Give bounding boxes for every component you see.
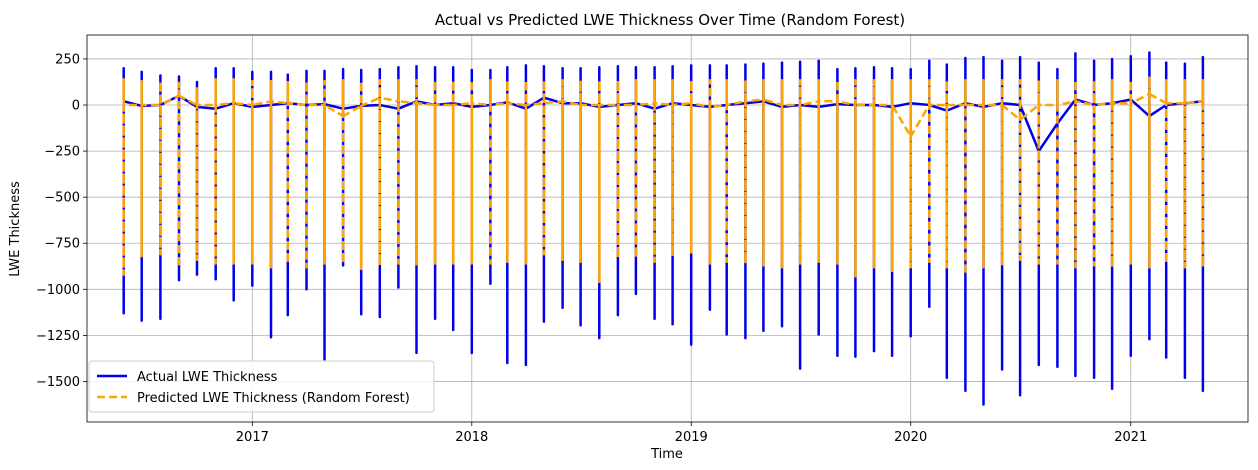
series-layer — [122, 51, 1205, 406]
y-tick-label: −1250 — [36, 329, 80, 344]
y-tick-label: −500 — [44, 191, 80, 206]
x-axis-title: Time — [650, 447, 683, 462]
y-tick-label: −750 — [44, 237, 80, 252]
chart-title: Actual vs Predicted LWE Thickness Over T… — [435, 11, 905, 29]
legend: Actual LWE Thickness Predicted LWE Thick… — [88, 360, 435, 413]
legend-label-actual: Actual LWE Thickness — [137, 370, 278, 385]
series-line-predicted — [122, 75, 1205, 284]
x-tick-label: 2021 — [1114, 430, 1147, 445]
x-axis: 2017 2018 2019 2020 2021 — [236, 422, 1147, 445]
legend-box — [88, 360, 435, 413]
x-tick-label: 2017 — [236, 430, 269, 445]
y-tick-label: −1500 — [36, 375, 80, 390]
y-tick-label: 0 — [72, 99, 80, 114]
x-tick-label: 2020 — [894, 430, 927, 445]
y-axis: 250 0 −250 −500 −750 −1000 −1250 −1500 — [36, 52, 87, 390]
y-tick-label: −1000 — [36, 283, 80, 298]
plot-frame — [86, 34, 1249, 423]
legend-label-predicted: Predicted LWE Thickness (Random Forest) — [137, 391, 410, 406]
y-tick-label: 250 — [55, 52, 80, 67]
x-tick-label: 2019 — [675, 430, 708, 445]
y-axis-title: LWE Thickness — [8, 181, 23, 277]
y-tick-label: −250 — [44, 145, 80, 160]
x-tick-label: 2018 — [455, 430, 488, 445]
